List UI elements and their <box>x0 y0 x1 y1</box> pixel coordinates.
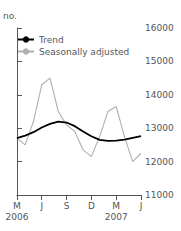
svg-text:2007: 2007 <box>105 212 128 222</box>
svg-text:2006: 2006 <box>5 212 28 222</box>
svg-text:13000: 13000 <box>145 123 174 133</box>
svg-text:12000: 12000 <box>145 157 174 167</box>
svg-text:Trend: Trend <box>38 35 64 45</box>
svg-text:16000: 16000 <box>145 23 174 33</box>
svg-text:M: M <box>112 201 120 211</box>
svg-text:S: S <box>64 201 70 211</box>
svg-text:J: J <box>139 201 143 211</box>
svg-text:M: M <box>13 201 21 211</box>
svg-text:D: D <box>88 201 95 211</box>
svg-text:J: J <box>39 201 43 211</box>
svg-text:11000: 11000 <box>145 190 174 200</box>
svg-text:no.: no. <box>3 11 17 21</box>
svg-text:14000: 14000 <box>145 90 174 100</box>
svg-text:Seasonally adjusted: Seasonally adjusted <box>39 47 129 57</box>
svg-text:15000: 15000 <box>145 56 174 66</box>
